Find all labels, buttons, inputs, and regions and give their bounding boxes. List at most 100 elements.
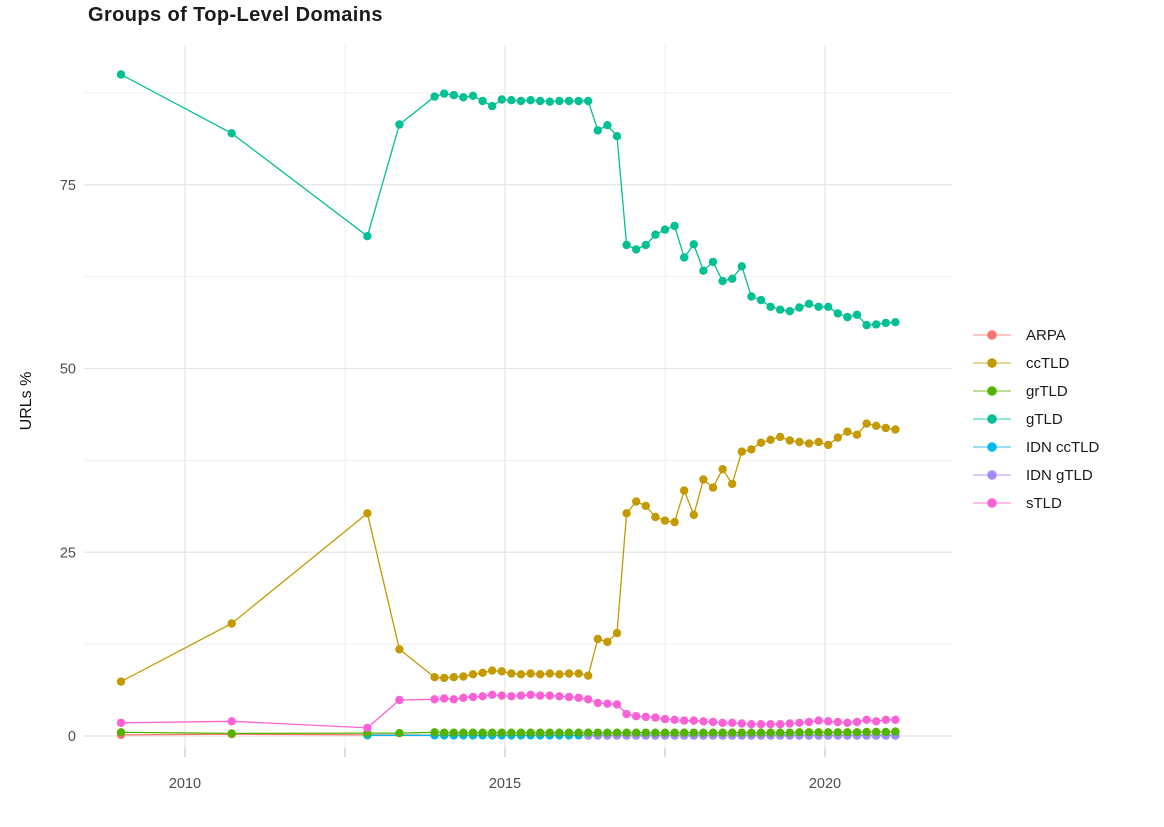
data-point — [526, 728, 535, 737]
data-point — [795, 303, 804, 312]
data-point — [651, 512, 660, 522]
data-point — [584, 96, 593, 106]
data-point — [430, 728, 439, 737]
data-point — [526, 669, 535, 678]
data-point — [814, 728, 823, 737]
data-point — [395, 728, 404, 738]
data-point — [641, 501, 650, 511]
data-point — [632, 245, 641, 254]
data-point — [593, 698, 602, 708]
legend-item-sTLD: sTLD — [972, 489, 1099, 517]
data-point — [227, 129, 236, 138]
data-point — [756, 295, 766, 305]
series-points-grTLD — [116, 727, 900, 738]
data-point — [497, 667, 506, 676]
data-point — [785, 728, 794, 737]
data-point — [449, 728, 458, 737]
data-point — [574, 96, 583, 106]
data-point — [708, 728, 718, 737]
data-point — [526, 96, 535, 105]
data-point — [852, 717, 862, 727]
legend-item-ARPA: ARPA — [972, 321, 1099, 349]
data-point — [468, 692, 478, 702]
data-point — [766, 728, 775, 737]
data-point — [670, 728, 679, 737]
data-point — [641, 712, 650, 722]
series-line-gTLD — [120, 73, 896, 326]
legend-key-icon — [973, 358, 1011, 368]
legend-item-label: IDN ccTLD — [1026, 438, 1100, 456]
data-point — [622, 728, 631, 737]
data-point — [449, 695, 458, 704]
data-point — [862, 320, 871, 330]
data-point — [545, 669, 554, 678]
data-point — [516, 670, 526, 679]
data-point — [574, 693, 583, 702]
legend-item-label: ARPA — [1026, 326, 1066, 344]
chart-title: Groups of Top-Level Domains — [88, 4, 383, 26]
data-point — [468, 91, 478, 101]
data-point — [814, 302, 823, 311]
data-point — [507, 96, 516, 105]
data-point — [689, 510, 698, 519]
data-point — [795, 437, 804, 447]
data-point — [680, 728, 689, 737]
data-point — [766, 302, 775, 311]
legend-key-dot — [987, 498, 997, 508]
data-point — [497, 691, 506, 700]
legend-item-IDN-ccTLD: IDN ccTLD — [972, 433, 1099, 461]
data-point — [862, 727, 871, 737]
data-point — [824, 440, 833, 450]
data-point — [756, 438, 766, 447]
data-point — [804, 299, 814, 308]
legend-item-gTLD: gTLD — [972, 405, 1099, 433]
data-point — [584, 695, 593, 704]
data-point — [872, 727, 881, 737]
data-point — [632, 712, 641, 721]
legend-item-label: IDN gTLD — [1026, 466, 1093, 484]
data-point — [536, 670, 545, 679]
data-point — [449, 90, 458, 100]
data-point — [116, 677, 126, 686]
legend-key-icon — [973, 330, 1011, 340]
data-point — [526, 690, 535, 699]
data-point — [660, 728, 670, 737]
data-point — [891, 318, 900, 327]
legend-item-label: sTLD — [1026, 494, 1062, 512]
legend-key-icon — [973, 498, 1011, 508]
data-point — [737, 447, 746, 456]
data-point — [545, 691, 554, 700]
data-point — [395, 645, 404, 654]
legend-item-grTLD: grTLD — [972, 377, 1099, 405]
data-point — [622, 709, 631, 719]
data-point — [612, 700, 622, 709]
data-point — [497, 728, 506, 737]
data-point — [488, 690, 497, 699]
y-axis-tick-label: 75 — [60, 178, 76, 194]
data-point — [507, 669, 516, 678]
data-point — [116, 728, 126, 737]
data-point — [507, 692, 516, 701]
data-point — [488, 666, 497, 675]
data-point — [395, 120, 404, 129]
data-point — [440, 673, 449, 683]
x-axis-tick-label: 2020 — [809, 776, 841, 792]
data-point — [651, 230, 660, 239]
data-point — [689, 240, 698, 249]
data-point — [227, 619, 236, 628]
data-point — [862, 715, 871, 724]
data-point — [536, 691, 545, 700]
y-axis-tick-label: 0 — [68, 729, 76, 745]
data-point — [593, 126, 602, 135]
data-point — [497, 95, 506, 104]
data-point — [488, 101, 497, 111]
data-point — [670, 715, 679, 724]
data-point — [862, 419, 871, 428]
data-point — [488, 728, 497, 737]
data-point — [363, 232, 372, 241]
data-point — [872, 421, 881, 430]
data-point — [833, 309, 842, 318]
data-point — [728, 718, 737, 727]
legend-item-IDN-gTLD: IDN gTLD — [972, 461, 1099, 489]
data-point — [468, 728, 478, 737]
